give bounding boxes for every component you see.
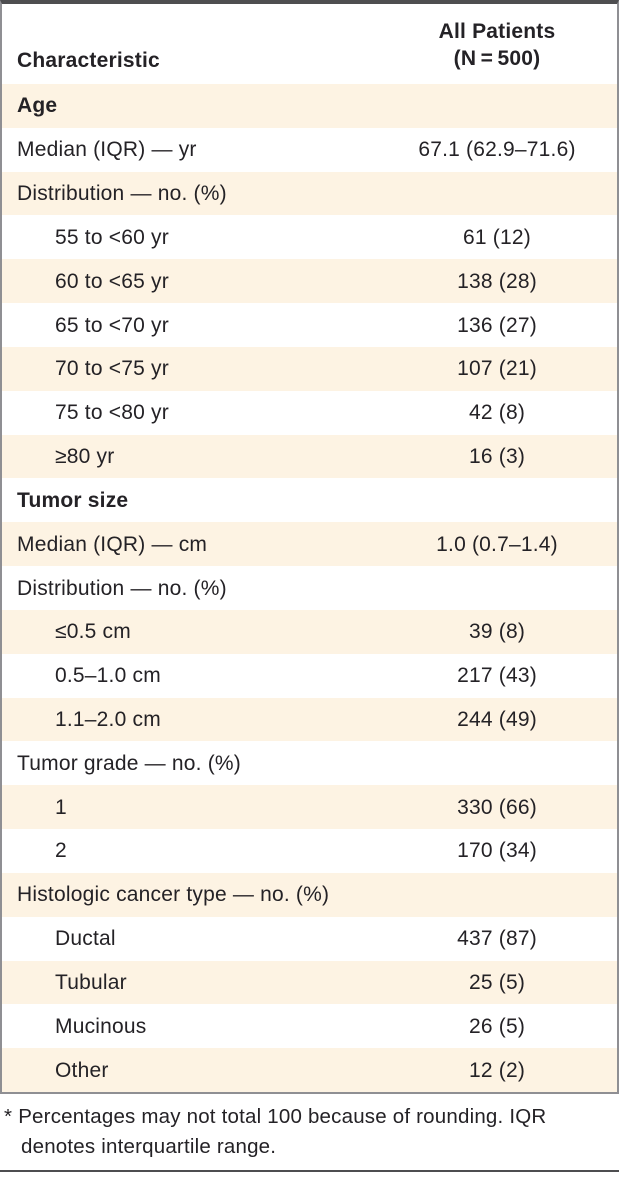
table-row: Histologic cancer type — no. (%) <box>2 872 617 917</box>
row-label: Other <box>55 1058 109 1082</box>
table-body: Age Median (IQR) — yr 67.1 (62.9–71.6) Dist… <box>2 84 617 1093</box>
table-footnote: * Percentages may not total 100 because o… <box>0 1102 578 1162</box>
table-row: Tumor grade — no. (%) <box>2 741 617 786</box>
footnote-text: Percentages may not total 100 because of… <box>18 1105 547 1158</box>
row-value: 26 (5) <box>468 1014 526 1038</box>
table-row: Distribution — no. (%) <box>2 171 617 216</box>
table-row: ≤0.5 cm 39 (8) <box>2 609 617 654</box>
row-label: Ductal <box>55 927 116 951</box>
row-label: Median (IQR) — yr <box>17 138 197 162</box>
footnote-asterisk: * <box>4 1105 13 1128</box>
patient-characteristics-table: Characteristic All Patients (N = 500) Ag… <box>0 0 619 1094</box>
row-value: 67.1 (62.9–71.6) <box>418 138 576 162</box>
row-value: 42 (8) <box>468 401 526 425</box>
table-row: 0.5–1.0 cm 217 (43) <box>2 653 617 698</box>
column-header-all-patients-line1: All Patients <box>438 20 556 43</box>
table-row: 60 to <65 yr 138 (28) <box>2 259 617 304</box>
table-row: Distribution — no. (%) <box>2 566 617 610</box>
row-value: 244 (49) <box>457 708 537 731</box>
row-value: 61 (12) <box>463 225 531 249</box>
row-value: 170 (34) <box>457 839 537 863</box>
table-row: Age <box>2 84 617 128</box>
table-row: 1.1–2.0 cm 244 (49) <box>2 697 617 742</box>
table-row: Ductal 437 (87) <box>2 916 617 961</box>
table-row: 65 to <70 yr 136 (27) <box>2 303 617 347</box>
row-label: ≤0.5 cm <box>55 620 131 644</box>
row-value: 1.0 (0.7–1.4) <box>436 532 558 556</box>
row-label: Tubular <box>55 970 127 994</box>
row-label: Distribution — no. (%) <box>17 182 227 206</box>
table-row: 70 to <75 yr 107 (21) <box>2 346 617 391</box>
row-label: 1 <box>55 795 67 819</box>
row-label: ≥80 yr <box>55 445 115 469</box>
table-row: Tumor size <box>2 478 617 523</box>
row-value: 330 (66) <box>457 795 537 819</box>
column-header-all-patients: All Patients (N = 500) <box>377 18 617 72</box>
bottom-rule <box>0 1170 619 1172</box>
row-value: 138 (28) <box>457 269 537 293</box>
table-row: 1 330 (66) <box>2 785 617 830</box>
row-label: Distribution — no. (%) <box>17 576 227 600</box>
row-label: Tumor size <box>17 488 129 512</box>
row-label: 60 to <65 yr <box>55 269 169 293</box>
table-row: Median (IQR) — cm 1.0 (0.7–1.4) <box>2 522 617 567</box>
table-row: ≥80 yr 16 (3) <box>2 434 617 479</box>
row-label: 70 to <75 yr <box>55 357 169 381</box>
row-value: 107 (21) <box>457 357 537 381</box>
row-value: 25 (5) <box>468 970 526 994</box>
row-value: 437 (87) <box>457 927 537 951</box>
row-label: Median (IQR) — cm <box>17 532 208 556</box>
row-label: 55 to <60 yr <box>55 225 169 249</box>
row-label: Histologic cancer type — no. (%) <box>17 883 330 907</box>
table-header: Characteristic All Patients (N = 500) <box>2 4 617 84</box>
row-label: 1.1–2.0 cm <box>55 708 161 731</box>
row-value: 39 (8) <box>468 620 526 644</box>
row-label: 2 <box>55 839 67 863</box>
row-label: Mucinous <box>55 1014 147 1038</box>
row-label: 75 to <80 yr <box>55 401 169 425</box>
row-label: Age <box>17 94 58 118</box>
table-row: 75 to <80 yr 42 (8) <box>2 390 617 435</box>
column-header-characteristic: Characteristic <box>17 49 160 72</box>
row-value: 16 (3) <box>468 445 526 469</box>
table-row: 55 to <60 yr 61 (12) <box>2 215 617 260</box>
table-row: Median (IQR) — yr 67.1 (62.9–71.6) <box>2 127 617 172</box>
row-value: 136 (27) <box>457 313 537 337</box>
table-row: Mucinous 26 (5) <box>2 1004 617 1049</box>
table-row: Tubular 25 (5) <box>2 960 617 1005</box>
table-row: Other 12 (2) <box>2 1048 617 1093</box>
table-row: 2 170 (34) <box>2 829 617 873</box>
row-label: Tumor grade — no. (%) <box>17 751 241 775</box>
row-label: 0.5–1.0 cm <box>55 664 161 688</box>
row-label: 65 to <70 yr <box>55 313 169 337</box>
column-header-all-patients-line2: (N = 500) <box>453 47 541 70</box>
row-value: 217 (43) <box>457 664 537 688</box>
row-value: 12 (2) <box>468 1058 526 1082</box>
